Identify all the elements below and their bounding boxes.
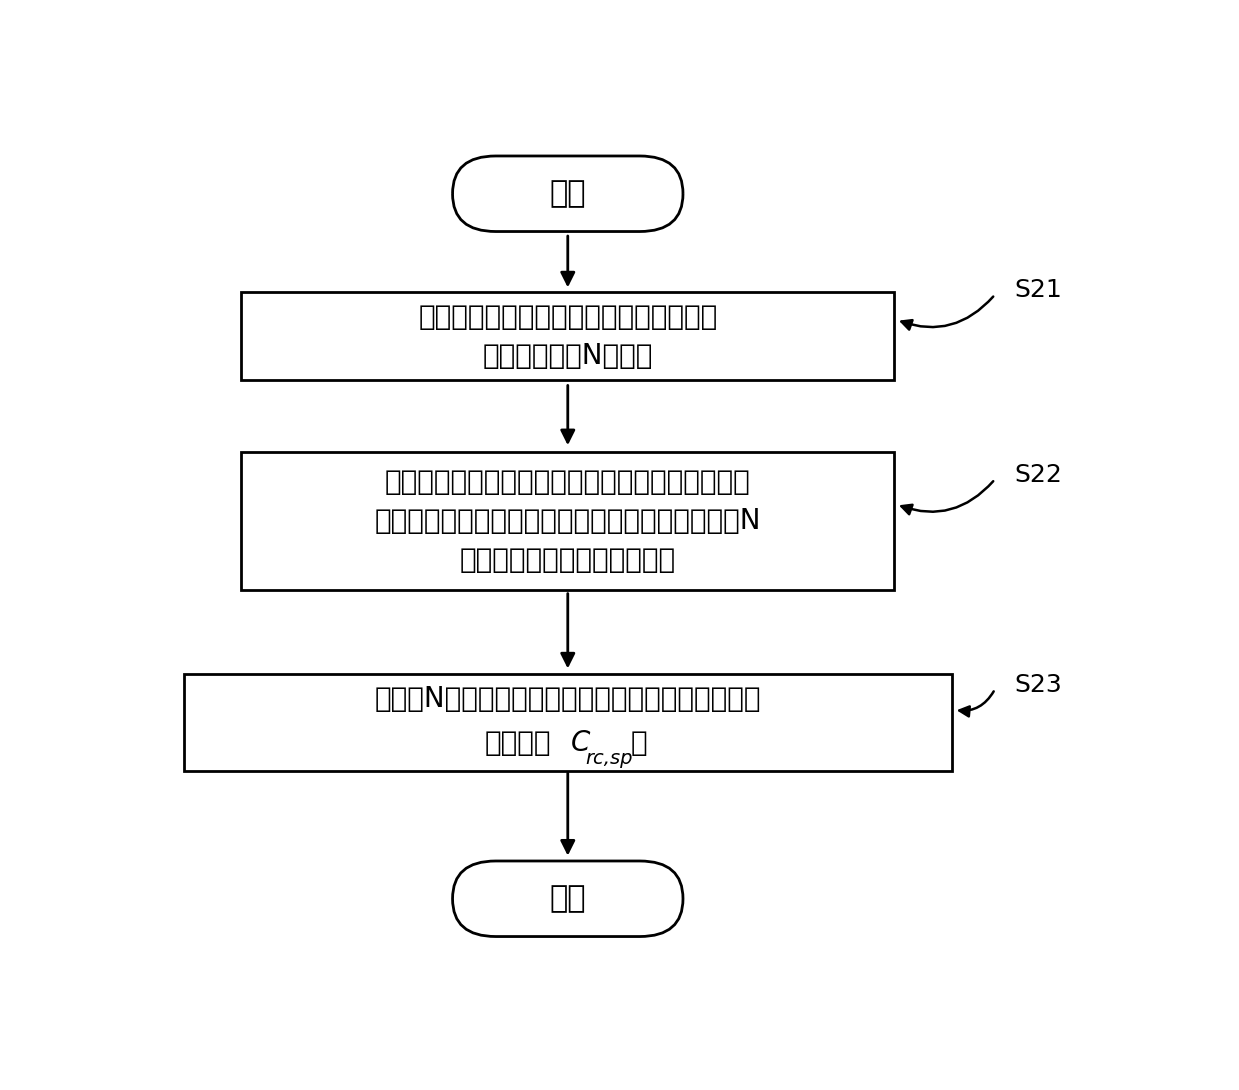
Text: 开始: 开始 (550, 179, 586, 208)
Text: S22: S22 (1015, 463, 1062, 487)
Text: 结束: 结束 (550, 884, 586, 913)
Bar (242, 292, 895, 380)
Text: S23: S23 (1015, 673, 1062, 697)
Text: 取上述N组再生器焦炭含量的组最优值的平均值，该: 取上述N组再生器焦炭含量的组最优值的平均值，该 (374, 685, 761, 713)
Text: 设定相关过程参数在一定范围内的变化，
随机采样获取N组数据: 设定相关过程参数在一定范围内的变化， 随机采样获取N组数据 (418, 303, 717, 370)
Bar (242, 452, 895, 591)
Text: 。: 。 (631, 729, 647, 758)
Text: rc,sp: rc,sp (585, 749, 633, 768)
Text: S21: S21 (1015, 278, 1062, 302)
Text: C: C (571, 729, 590, 758)
Text: 基于催化裂化装置的参数化数学模型，使用数值优
化算法对每组数据进行经济指标的优化求解，获取N
组再生器焦炭含量的组最优值: 基于催化裂化装置的参数化数学模型，使用数值优 化算法对每组数据进行经济指标的优化… (374, 468, 761, 574)
Bar (183, 675, 952, 771)
Text: 平均值为: 平均值为 (484, 729, 551, 758)
